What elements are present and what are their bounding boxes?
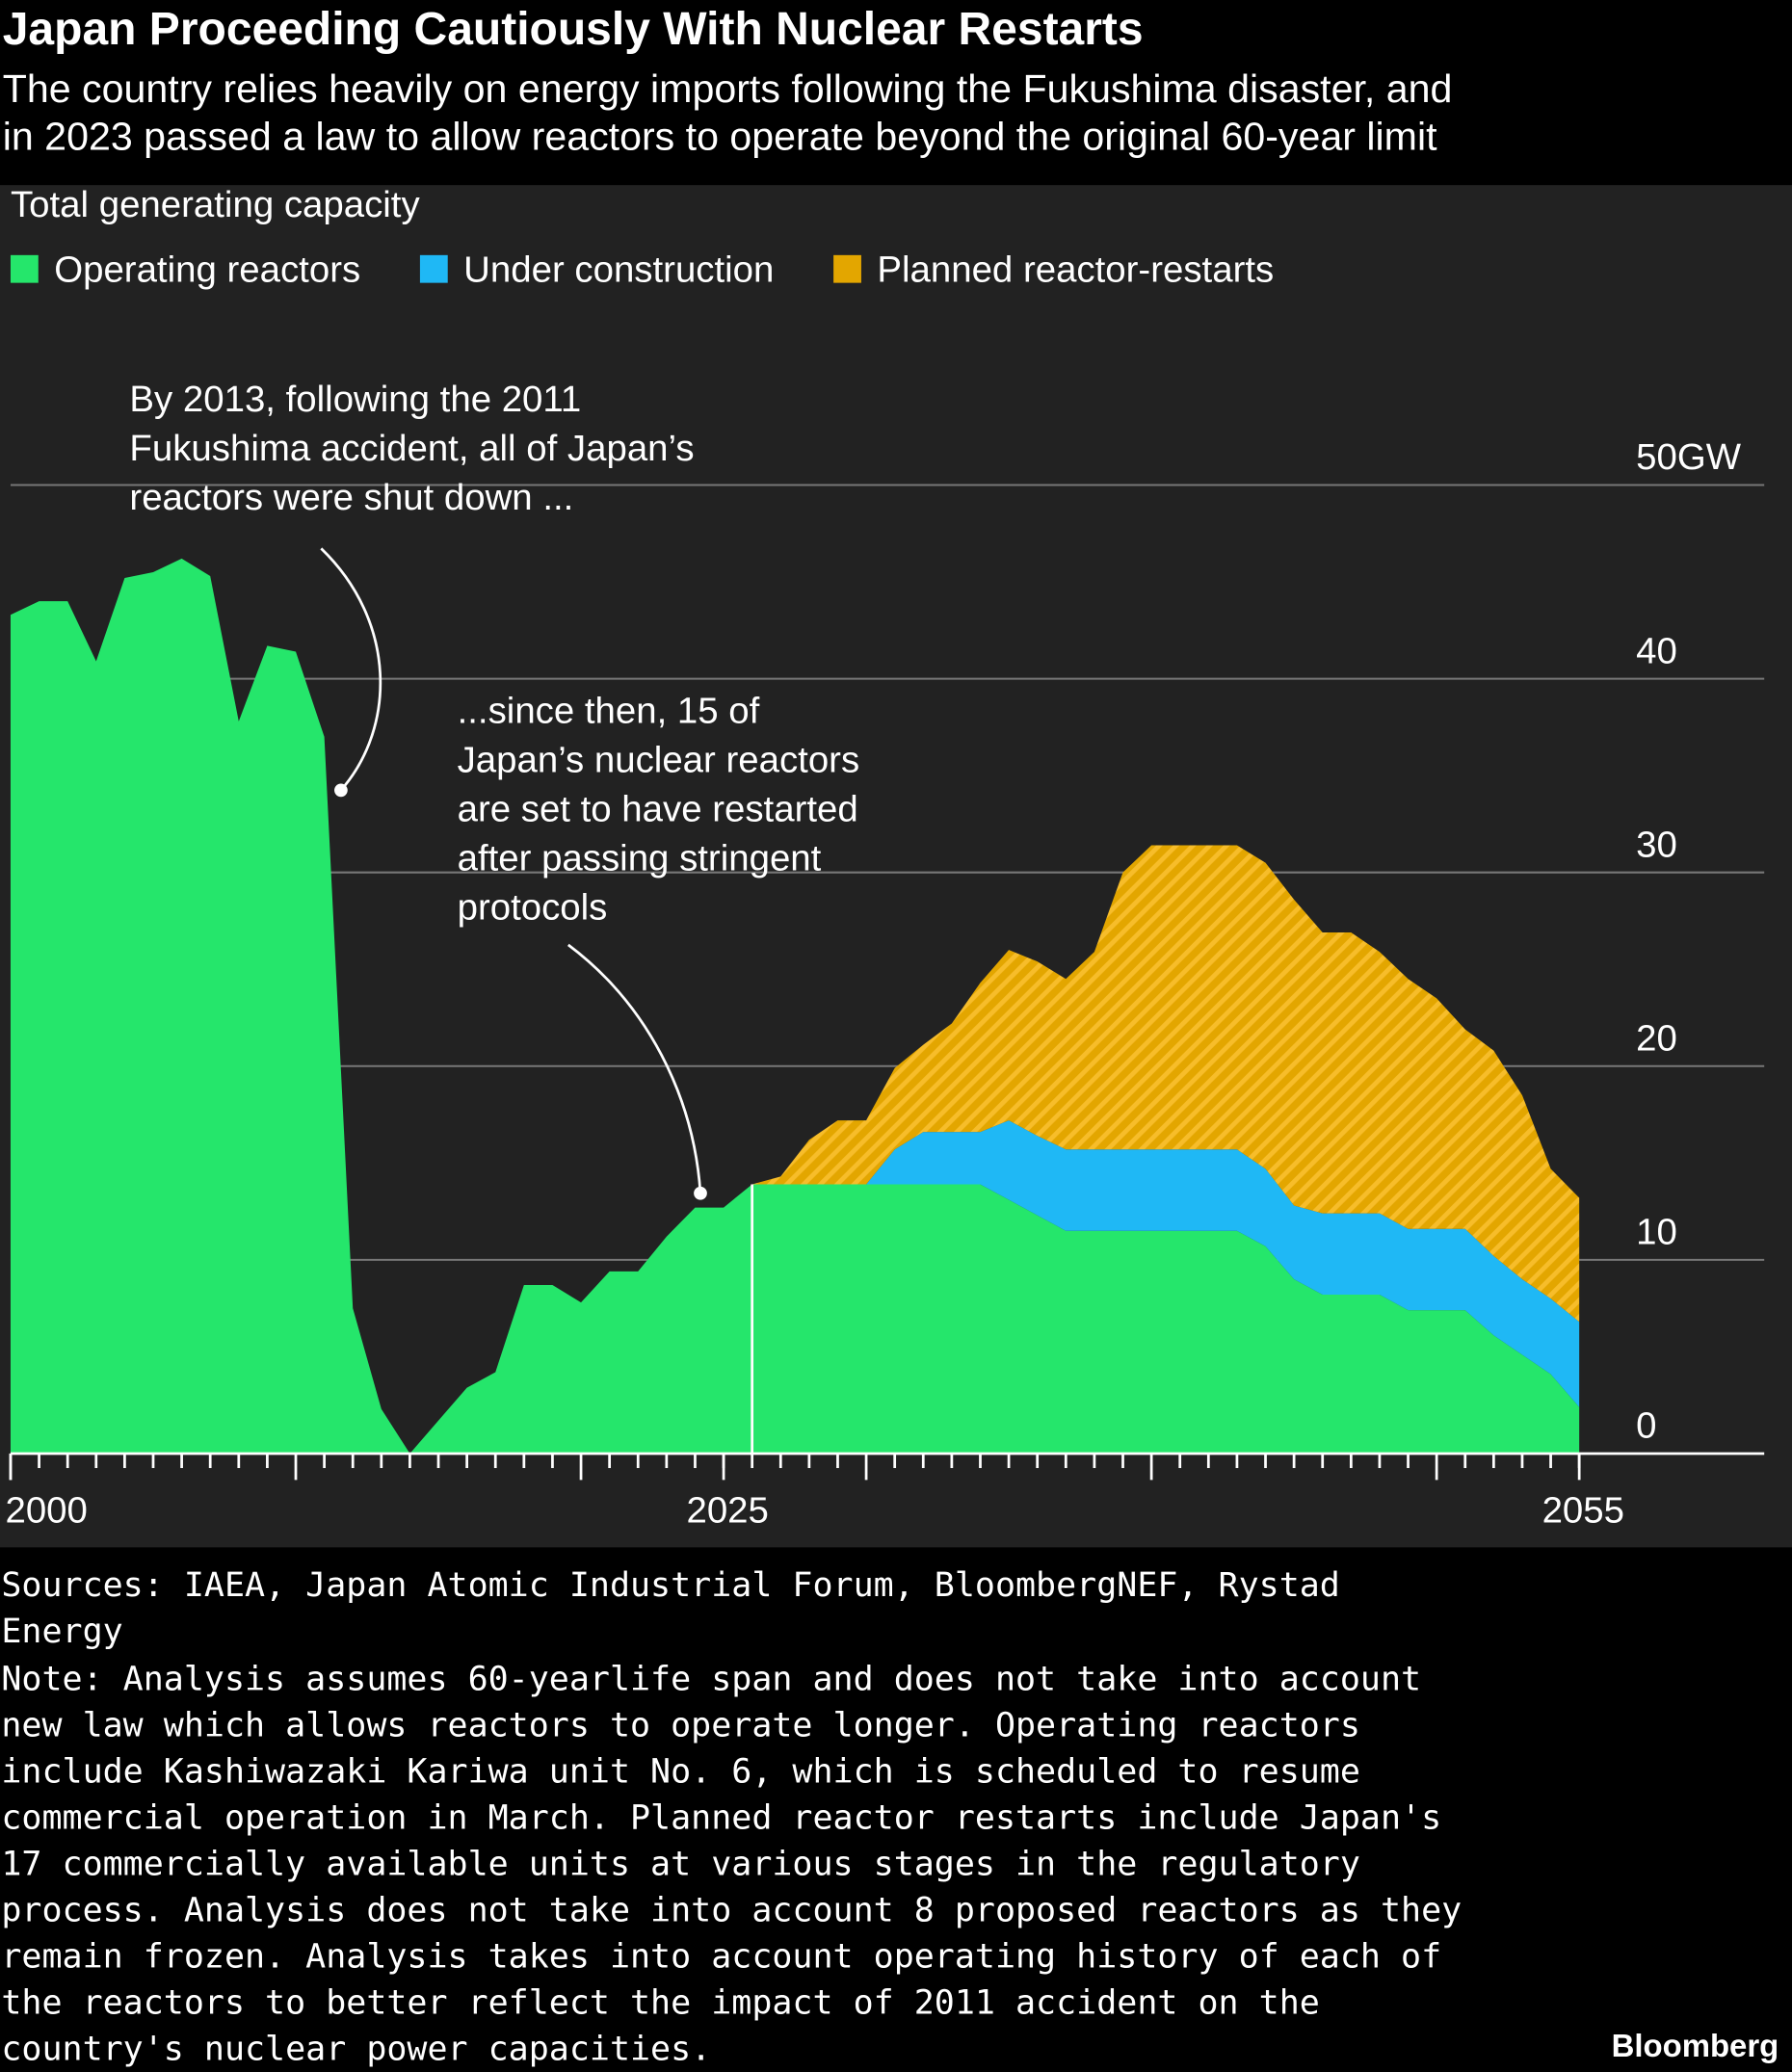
note: country's nuclear power capacities.	[1, 2031, 711, 2069]
annotation: Fukushima accident, all of Japan’s	[129, 428, 694, 469]
credit: Bloomberg	[1612, 2028, 1779, 2063]
area	[10, 558, 1580, 1454]
chart-title: Japan Proceeding Cautiously With Nuclear…	[3, 4, 1144, 55]
x-tick-label: 2025	[686, 1489, 768, 1531]
note: remain frozen. Analysis takes into accou…	[1, 1938, 1441, 1977]
y-tick-label: 40	[1636, 630, 1677, 671]
annotation-arrow	[567, 943, 702, 1193]
source: Sources: IAEA, Japan Atomic Industrial F…	[1, 1566, 1340, 1605]
legend-label: Under construction	[463, 249, 774, 290]
annotation: reactors were shut down ...	[129, 477, 573, 518]
note: Note: Analysis assumes 60-yearlife span …	[1, 1661, 1421, 1699]
area	[10, 558, 1580, 1454]
annotation: are set to have restarted	[458, 789, 858, 830]
annotation-arrow	[320, 547, 382, 792]
note: new law which allows reactors to operate…	[1, 1707, 1360, 1745]
y-tick-label: 50GW	[1636, 436, 1742, 478]
annotation: ...since then, 15 of	[458, 691, 760, 732]
legend-label: Planned reactor-restarts	[877, 249, 1274, 290]
y-tick-label: 10	[1636, 1212, 1677, 1253]
annotation: Japan’s nuclear reactors	[458, 740, 860, 781]
legend-swatch	[833, 254, 861, 283]
note: process. Analysis does not take into acc…	[1, 1892, 1462, 1930]
y-axis-label: Total generating capacity	[11, 184, 421, 225]
y-tick-label: 30	[1636, 824, 1677, 865]
x-tick-label: 2000	[5, 1489, 87, 1531]
legend-swatch	[419, 254, 448, 283]
legend-swatch	[10, 254, 39, 283]
note: the reactors to better reflect the impac…	[1, 1984, 1319, 2023]
source: Energy	[1, 1613, 122, 1651]
x-tick-label: 2055	[1542, 1489, 1624, 1531]
note: 17 commercially available units at vario…	[1, 1846, 1360, 1884]
note: commercial operation in March. Planned r…	[1, 1799, 1441, 1838]
y-tick-label: 20	[1636, 1017, 1677, 1059]
plot: 0 10 20 30 40 50GW 2000 2025 2055	[5, 436, 1765, 1531]
area	[10, 558, 1580, 1454]
annotation-dot	[334, 783, 348, 798]
annotation: after passing stringent	[458, 838, 822, 879]
annotation: By 2013, following the 2011	[129, 379, 581, 420]
subtitle: The country relies heavily on energy imp…	[3, 66, 1453, 111]
note: include Kashiwazaki Kariwa unit No. 6, w…	[1, 1753, 1360, 1792]
subtitle: in 2023 passed a law to allow reactors t…	[3, 114, 1437, 158]
legend-label: Operating reactors	[54, 249, 360, 290]
y-tick-label: 0	[1636, 1405, 1656, 1447]
annotation: protocols	[458, 887, 608, 929]
annotation-dot	[694, 1186, 707, 1200]
